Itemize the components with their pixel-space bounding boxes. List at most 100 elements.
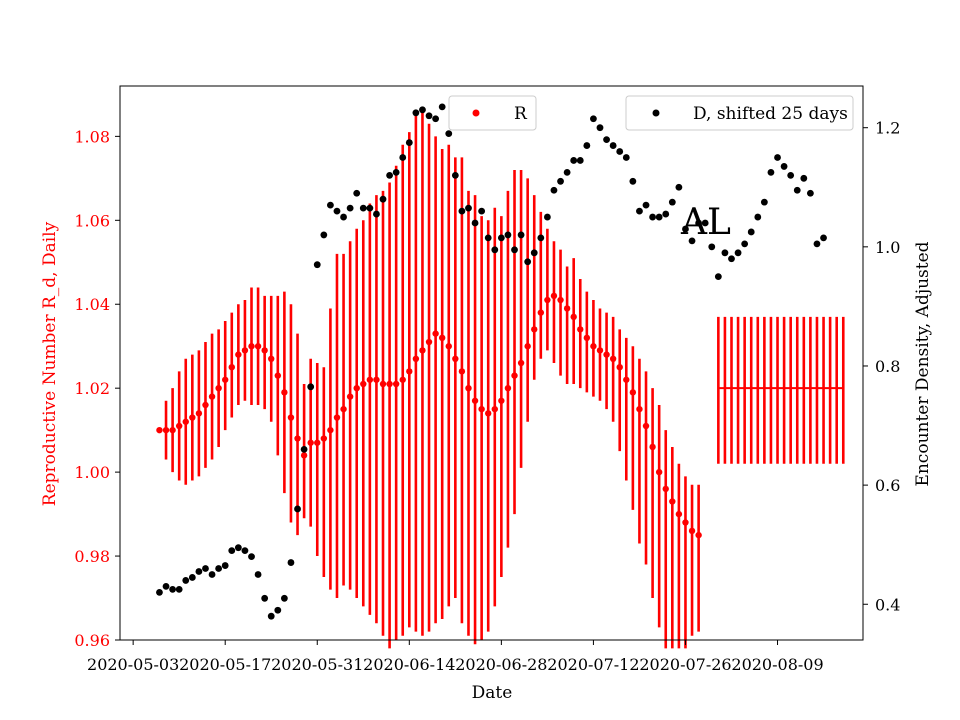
d-point	[359, 204, 367, 212]
r-point	[254, 343, 262, 350]
y-axis-right: 0.4 0.6 0.8 1.0 1.2	[863, 119, 900, 614]
legend-r-box	[448, 95, 537, 131]
r-point	[248, 343, 255, 350]
d-point	[465, 204, 472, 212]
x-tick-label: 2020-07-12	[547, 655, 639, 674]
r-point	[314, 439, 321, 446]
d-point	[563, 168, 571, 176]
d-point	[188, 574, 196, 581]
r-point	[300, 452, 308, 459]
r-point	[458, 368, 466, 375]
r-point	[570, 313, 577, 321]
r-point	[373, 376, 380, 383]
r-point	[274, 372, 282, 379]
d-point	[313, 261, 321, 269]
r-point	[432, 330, 439, 337]
r-point	[491, 405, 498, 413]
y-right-tick-label: 0.6	[875, 476, 900, 495]
y-left-tick-label: 1.00	[74, 463, 110, 482]
d-point	[747, 228, 755, 236]
d-point	[267, 612, 275, 620]
r-point	[386, 380, 393, 388]
d-point	[340, 213, 347, 221]
d-point	[780, 163, 788, 170]
d-point	[228, 547, 236, 555]
y-axis-left: 0.96 0.98 1.00 1.02 1.04 1.06 1.08	[74, 127, 120, 650]
d-point	[820, 234, 827, 242]
r-point	[208, 393, 216, 400]
d-point	[202, 565, 209, 572]
r-point	[596, 347, 604, 354]
d-point	[248, 553, 255, 561]
y-axis-left-label: Reproductive Number R_d, Daily	[40, 221, 60, 506]
d-point	[419, 106, 426, 114]
d-point	[583, 142, 591, 149]
d-point	[221, 562, 229, 569]
d-point	[530, 249, 538, 257]
r-point	[524, 343, 531, 350]
d-point	[280, 594, 288, 602]
d-point	[412, 109, 420, 117]
d-point	[300, 445, 308, 453]
r-point	[485, 410, 492, 417]
d-point	[195, 568, 203, 575]
y-right-tick-label: 1.2	[875, 119, 900, 138]
y-left-tick-label: 0.96	[74, 631, 110, 650]
d-point	[327, 201, 334, 209]
r-point	[682, 519, 689, 526]
d-point	[517, 231, 525, 239]
r-point	[392, 380, 400, 388]
r-point	[642, 422, 650, 430]
plot-area	[156, 103, 845, 649]
d-point	[379, 195, 387, 203]
y-left-tick-label: 1.04	[74, 295, 110, 314]
x-tick-label: 2020-06-14	[363, 655, 455, 674]
d-point	[787, 171, 795, 179]
d-point	[728, 255, 735, 263]
d-point	[793, 186, 801, 194]
legend-r-marker	[472, 109, 480, 117]
d-point	[721, 249, 729, 257]
r-point	[169, 426, 176, 434]
r-point	[215, 384, 222, 392]
r-point	[195, 410, 203, 417]
r-point	[511, 372, 518, 379]
r-point	[688, 527, 696, 535]
r-point	[340, 405, 347, 413]
legend-d-box	[625, 95, 854, 131]
d-point	[576, 157, 584, 164]
r-point	[175, 422, 183, 430]
r-point	[452, 355, 459, 363]
d-point	[353, 189, 361, 197]
d-point	[346, 204, 354, 212]
d-point	[557, 177, 564, 185]
r-point	[327, 426, 334, 434]
d-point	[537, 234, 545, 242]
d-point	[373, 210, 380, 218]
r-point	[465, 384, 472, 392]
r-point	[333, 414, 341, 421]
d-point	[649, 213, 656, 221]
d-point	[655, 213, 663, 221]
d-point	[642, 201, 650, 209]
legend-d: D, shifted 25 days	[625, 95, 854, 131]
r-point	[268, 355, 275, 363]
d-point	[405, 139, 413, 146]
y-left-tick-label: 1.08	[74, 127, 110, 146]
r-point	[438, 334, 446, 342]
d-point	[708, 243, 716, 251]
x-tick-label: 2020-08-09	[731, 655, 823, 674]
d-point	[386, 171, 393, 179]
r-point	[662, 485, 669, 493]
d-point	[511, 246, 518, 254]
r-point	[544, 296, 551, 304]
r-point	[563, 305, 571, 312]
d-point	[695, 219, 703, 227]
d-point	[570, 157, 578, 164]
d-point	[399, 154, 407, 161]
x-tick-label: 2020-05-03	[87, 655, 179, 674]
r-point	[307, 439, 314, 446]
d-point	[156, 588, 163, 596]
d-point	[629, 177, 637, 185]
